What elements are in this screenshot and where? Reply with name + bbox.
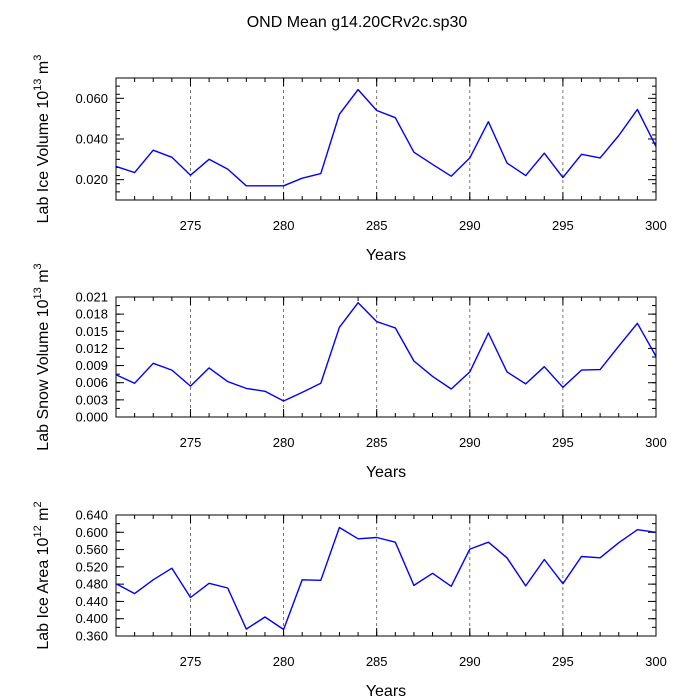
data-line <box>115 88 657 187</box>
x-tick-label: 285 <box>366 218 388 233</box>
y-tick-label: 0.060 <box>75 91 108 106</box>
x-tick-label: 275 <box>180 218 202 233</box>
y-axis-title: Lab Snow Volume 1013 m3 <box>32 263 52 450</box>
y-tick-label: 0.400 <box>75 611 108 626</box>
y-tick-label: 0.360 <box>75 629 108 644</box>
y-tick-label: 0.000 <box>75 410 108 425</box>
y-tick-label: 0.021 <box>75 290 108 305</box>
x-tick-label: 295 <box>552 218 574 233</box>
y-axis-title-main: Lab Ice Volume 10 <box>35 91 52 224</box>
x-axis-title: Years <box>366 464 406 481</box>
y-tick-label: 0.015 <box>75 324 108 339</box>
y-tick-label: 0.020 <box>75 172 108 187</box>
chart-panel-2: 275 280 285 290 295 300 0.000 0.003 0.006 0.009 0.… <box>32 263 667 481</box>
x-tick-label: 275 <box>180 654 202 669</box>
data-line <box>115 302 657 402</box>
y-axis-title-unit: m <box>35 508 52 526</box>
y-tick-label: 0.520 <box>75 559 108 574</box>
y-tick-label: 0.018 <box>75 307 108 322</box>
x-tick-label: 290 <box>459 654 481 669</box>
y-tick-label: 0.600 <box>75 525 108 540</box>
x-axis-title: Years <box>366 683 406 696</box>
y-tick-label: 0.560 <box>75 542 108 557</box>
x-tick-label: 280 <box>273 654 295 669</box>
data-line <box>115 526 657 631</box>
y-tick-label: 0.040 <box>75 132 108 147</box>
plot-frame <box>115 77 657 201</box>
y-axis-title: Lab Ice Volume 1013 m3 <box>32 55 52 224</box>
plot-frame <box>115 514 657 637</box>
y-axis-title: Lab Ice Area 1012 m2 <box>32 501 52 649</box>
x-tick-label: 285 <box>366 435 388 450</box>
x-tick-label: 295 <box>552 654 574 669</box>
x-tick-label: 275 <box>180 435 202 450</box>
y-axis-title-exponent: 13 <box>32 79 44 91</box>
y-axis-title-unit-exponent: 3 <box>32 263 44 269</box>
x-tick-label: 280 <box>273 435 295 450</box>
y-axis-title-unit-exponent: 2 <box>32 501 44 507</box>
chart-title: OND Mean g14.20CRv2c.sp30 <box>247 14 468 31</box>
y-tick-label: 0.009 <box>75 358 108 373</box>
y-axis-title-main: Lab Snow Volume 10 <box>35 299 52 450</box>
x-tick-label: 300 <box>645 654 667 669</box>
chart-panel-1: 275 280 285 290 295 300 0.020 0.040 0.060 Years La… <box>32 55 667 264</box>
x-tick-label: 280 <box>273 218 295 233</box>
plot-frame <box>115 296 657 418</box>
x-tick-label: 290 <box>459 435 481 450</box>
y-axis-title-unit-exponent: 3 <box>32 55 44 61</box>
x-tick-label: 290 <box>459 218 481 233</box>
y-axis-title-unit: m <box>35 61 52 79</box>
y-tick-label: 0.640 <box>75 508 108 523</box>
y-tick-label: 0.480 <box>75 577 108 592</box>
y-axis-title-main: Lab Ice Area 10 <box>35 537 52 649</box>
y-tick-label: 0.012 <box>75 341 108 356</box>
x-axis-title: Years <box>366 247 406 264</box>
x-tick-label: 300 <box>645 218 667 233</box>
x-tick-label: 285 <box>366 654 388 669</box>
y-axis-title-exponent: 12 <box>32 525 44 537</box>
y-tick-label: 0.006 <box>75 375 108 390</box>
x-tick-label: 300 <box>645 435 667 450</box>
y-tick-label: 0.440 <box>75 594 108 609</box>
y-axis-title-unit: m <box>35 269 52 287</box>
chart-panel-3: 275 280 285 290 295 300 0.360 0.400 0.440 0.480 0.… <box>32 501 667 696</box>
y-axis-title-exponent: 13 <box>32 287 44 299</box>
y-tick-label: 0.003 <box>75 392 108 407</box>
x-tick-label: 295 <box>552 435 574 450</box>
